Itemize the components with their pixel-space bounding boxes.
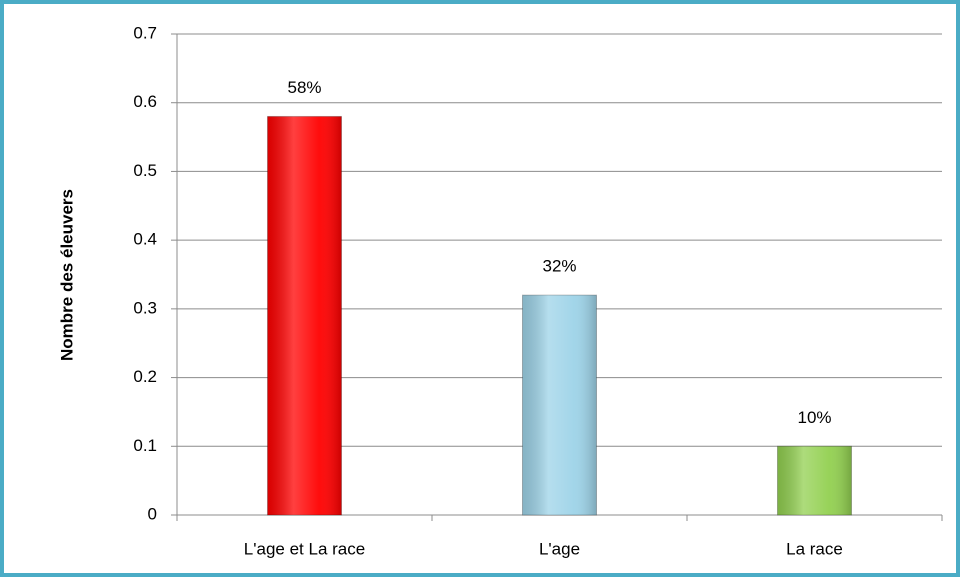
y-tick-label: 0.6 (133, 92, 157, 111)
data-label: 10% (797, 408, 831, 427)
y-tick-label: 0.3 (133, 298, 157, 317)
y-tick-label: 0.7 (133, 23, 157, 42)
bar-shading (777, 446, 852, 515)
x-tick-label: L'age et La race (244, 539, 365, 558)
y-tick-label: 0.5 (133, 161, 157, 180)
y-axis-label: Nombre des éleuvers (57, 189, 76, 361)
y-tick-label: 0.4 (133, 230, 157, 249)
x-tick-label: L'age (539, 539, 580, 558)
bar-shading (267, 116, 342, 515)
x-tick-label: La race (786, 539, 843, 558)
bar-shading (522, 295, 597, 515)
y-tick-label: 0.1 (133, 436, 157, 455)
data-label: 58% (287, 78, 321, 97)
y-tick-label: 0 (148, 504, 157, 523)
data-label: 32% (542, 257, 576, 276)
y-tick-label: 0.2 (133, 367, 157, 386)
